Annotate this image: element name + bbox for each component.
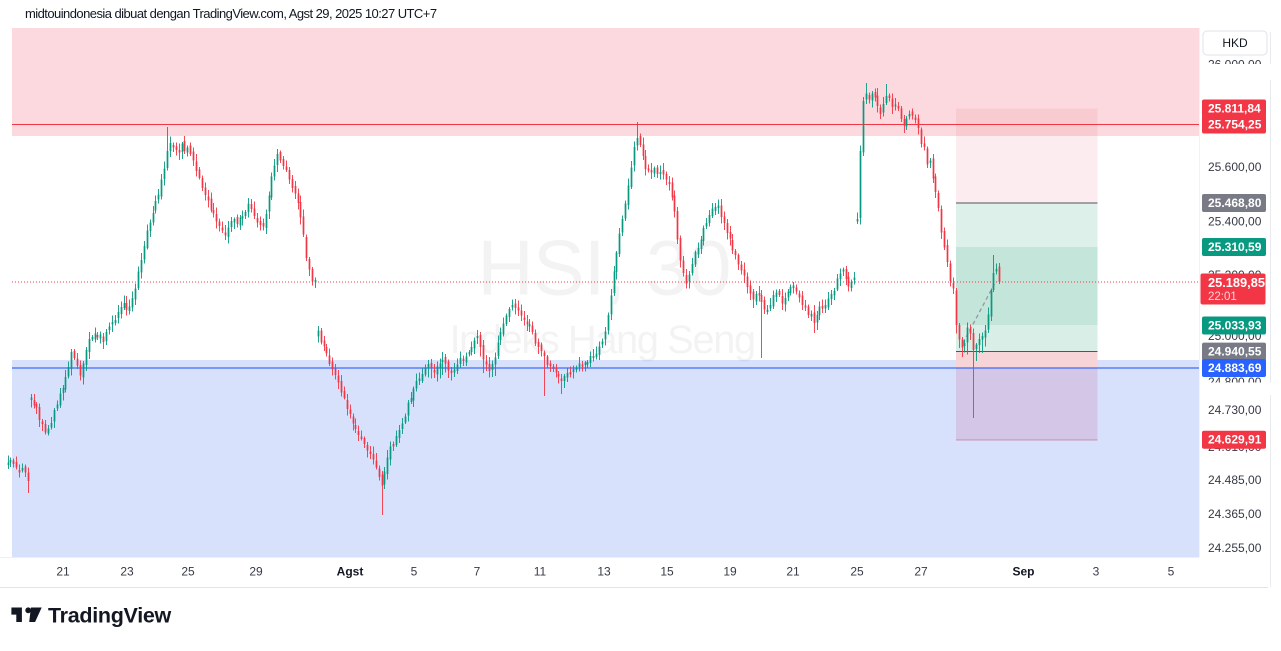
svg-text:15: 15 (660, 565, 674, 579)
svg-text:25.400,00: 25.400,00 (1208, 215, 1262, 229)
svg-text:25: 25 (181, 565, 195, 579)
svg-text:24.883,69: 24.883,69 (1208, 361, 1262, 375)
svg-text:27: 27 (914, 565, 928, 579)
svg-text:Agst: Agst (337, 565, 364, 579)
svg-text:25.189,85: 25.189,85 (1208, 275, 1265, 290)
svg-text:TradingView: TradingView (48, 604, 172, 628)
svg-text:25.310,59: 25.310,59 (1208, 240, 1262, 254)
svg-text:11: 11 (534, 565, 547, 579)
svg-text:24.485,00: 24.485,00 (1208, 473, 1262, 487)
svg-text:25.033,93: 25.033,93 (1208, 319, 1262, 333)
svg-text:29: 29 (249, 565, 263, 579)
svg-text:25: 25 (850, 565, 864, 579)
svg-text:25.600,00: 25.600,00 (1208, 160, 1262, 174)
svg-text:HSI, 30: HSI, 30 (477, 224, 730, 312)
svg-text:HKD: HKD (1222, 36, 1248, 50)
svg-text:25.811,84: 25.811,84 (1208, 102, 1261, 116)
svg-text:13: 13 (597, 565, 611, 579)
svg-text:3: 3 (1093, 565, 1100, 579)
svg-text:25.468,80: 25.468,80 (1208, 196, 1262, 210)
svg-text:23: 23 (120, 565, 134, 579)
svg-text:24.255,00: 24.255,00 (1208, 541, 1262, 555)
svg-text:5: 5 (1168, 565, 1175, 579)
svg-text:24.940,55: 24.940,55 (1208, 345, 1262, 359)
svg-text:21: 21 (786, 565, 800, 579)
svg-text:Sep: Sep (1012, 565, 1034, 579)
svg-text:19: 19 (723, 565, 737, 579)
svg-text:21: 21 (56, 565, 70, 579)
svg-text:22:01: 22:01 (1208, 291, 1237, 303)
svg-text:24.365,00: 24.365,00 (1208, 507, 1262, 521)
svg-text:25.754,25: 25.754,25 (1208, 118, 1262, 132)
svg-text:5: 5 (411, 565, 418, 579)
svg-text:midtouindonesia dibuat dengan: midtouindonesia dibuat dengan TradingVie… (25, 6, 437, 21)
svg-text:7: 7 (474, 565, 481, 579)
svg-text:24.629,91: 24.629,91 (1208, 433, 1262, 447)
svg-text:24.730,00: 24.730,00 (1208, 403, 1262, 417)
